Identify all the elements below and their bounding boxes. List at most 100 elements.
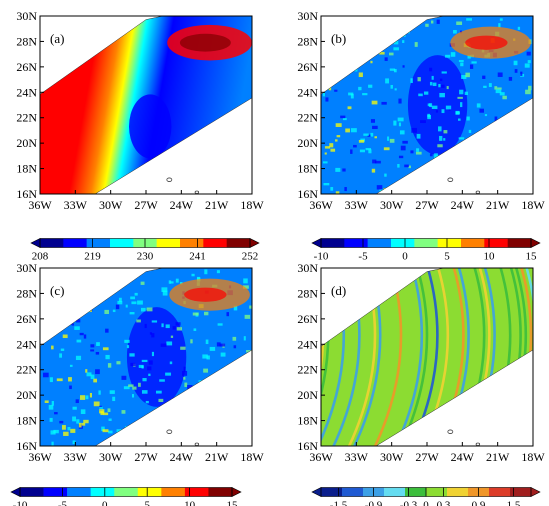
colorbar-tick-label: -0.9 — [365, 500, 383, 506]
lat-tick-label: 20N — [16, 136, 37, 150]
colorbar-segment — [426, 487, 448, 497]
lat-tick-label: 30N — [16, 261, 37, 275]
colorbar-tick-label: -5 — [358, 251, 368, 263]
island-outline — [194, 442, 200, 446]
colorbar-tick-label: -1.5 — [330, 500, 348, 506]
colorbar-tick-label: 10 — [184, 500, 196, 506]
colorbar-min-arrow — [30, 238, 41, 248]
colorbar-segment — [208, 487, 233, 497]
lat-tick-label: 22N — [16, 111, 37, 125]
panel-label: (d) — [331, 283, 346, 298]
lon-tick-label: 27W — [134, 198, 158, 212]
colorbar-segment — [43, 487, 68, 497]
colorbar-segment — [507, 238, 532, 248]
panel-label: (a) — [50, 31, 64, 46]
island-outline — [447, 177, 454, 182]
lat-tick-label: 18N — [297, 414, 318, 428]
lat-tick-label: 26N — [297, 60, 318, 74]
colorbar-tick-label: 0 — [423, 500, 429, 506]
lat-tick-label: 28N — [297, 286, 318, 300]
lon-tick-label: 33W — [64, 450, 88, 464]
lon-tick-label: 21W — [486, 450, 510, 464]
colorbar-tick-label: 5 — [144, 500, 150, 506]
colorbar-tick-label: 230 — [137, 251, 154, 263]
lon-tick-label: 24W — [170, 450, 194, 464]
colorbar-max-arrow — [530, 238, 541, 248]
colorbar-tick-label: -10 — [13, 500, 28, 506]
lon-tick-label: 27W — [134, 450, 158, 464]
colorbar-segment — [510, 487, 532, 497]
lon-tick-label: 21W — [205, 450, 229, 464]
colorbar-tick-label: 0 — [402, 251, 408, 263]
lat-tick-label: 24N — [297, 85, 318, 99]
island-outline — [194, 190, 200, 194]
colorbar-segment — [86, 238, 111, 248]
lon-tick-label: 18W — [240, 450, 264, 464]
colorbar-segment — [67, 487, 91, 497]
colorbar-segment — [137, 487, 162, 497]
colorbar-max-arrow — [530, 487, 541, 497]
colorbar-segment — [156, 238, 181, 248]
colorbar-segment — [184, 487, 209, 497]
lat-tick-label: 16N — [297, 187, 318, 201]
colorbar-segment — [437, 238, 462, 248]
colorbar-segment — [367, 238, 392, 248]
lon-tick-label: 36W — [309, 198, 333, 212]
colorbar-tick-label: 219 — [84, 251, 101, 263]
panel-label: (b) — [331, 31, 346, 46]
lat-tick-label: 16N — [297, 439, 318, 453]
colorbar-segment — [90, 487, 115, 497]
colorbar-min-arrow — [10, 487, 21, 497]
colorbar-segment — [114, 487, 139, 497]
lat-tick-label: 26N — [16, 312, 37, 326]
colorbar-tick-label: 0 — [102, 500, 108, 506]
colorbar-segment — [110, 238, 134, 248]
lon-tick-label: 33W — [345, 198, 369, 212]
lon-tick-label: 21W — [205, 198, 229, 212]
colorbar-tick-label: 15 — [526, 251, 538, 263]
colorbar-segment — [405, 487, 427, 497]
colorbar-tick-label: -0.3 — [400, 500, 418, 506]
colorbar-tick-label: 208 — [32, 251, 49, 263]
colorbar-tick-label: -10 — [314, 251, 329, 263]
colorbar-segment — [391, 238, 415, 248]
colorbar-tick-label: 15 — [227, 500, 239, 506]
lon-tick-label: 18W — [521, 450, 545, 464]
colorbar-tick-label: 0.9 — [472, 500, 486, 506]
lon-tick-label: 36W — [309, 450, 333, 464]
lon-tick-label: 30W — [99, 198, 123, 212]
colorbar-max-arrow — [231, 487, 242, 497]
panel-label: (c) — [50, 283, 64, 298]
lon-tick-label: 33W — [345, 450, 369, 464]
colorbar-segment — [40, 238, 64, 248]
lat-tick-label: 16N — [16, 439, 37, 453]
dark-band — [407, 55, 468, 155]
lon-tick-label: 30W — [99, 450, 123, 464]
lon-tick-label: 27W — [415, 198, 439, 212]
colorbar-min-arrow — [311, 487, 322, 497]
colorbar-segment — [414, 238, 438, 248]
lon-tick-label: 36W — [28, 450, 52, 464]
lat-tick-label: 30N — [297, 9, 318, 23]
colorbar-tick-label: 241 — [189, 251, 206, 263]
cold-feature — [129, 94, 172, 159]
lat-tick-label: 18N — [297, 162, 318, 176]
colorbar-segment — [321, 238, 345, 248]
colorbar-segment — [461, 238, 485, 248]
colorbar-segment — [203, 238, 227, 248]
colorbar-segment — [321, 487, 343, 497]
colorbar-segment — [161, 487, 186, 497]
lat-tick-label: 28N — [16, 34, 37, 48]
colorbar-segment — [447, 487, 469, 497]
lon-tick-label: 24W — [170, 198, 194, 212]
lat-tick-label: 20N — [297, 388, 318, 402]
island-outline — [166, 429, 173, 434]
lon-tick-label: 24W — [451, 198, 475, 212]
colorbar-segment — [226, 238, 251, 248]
colorbar-tick-label: 252 — [242, 251, 259, 263]
colorbar-segment — [344, 238, 368, 248]
